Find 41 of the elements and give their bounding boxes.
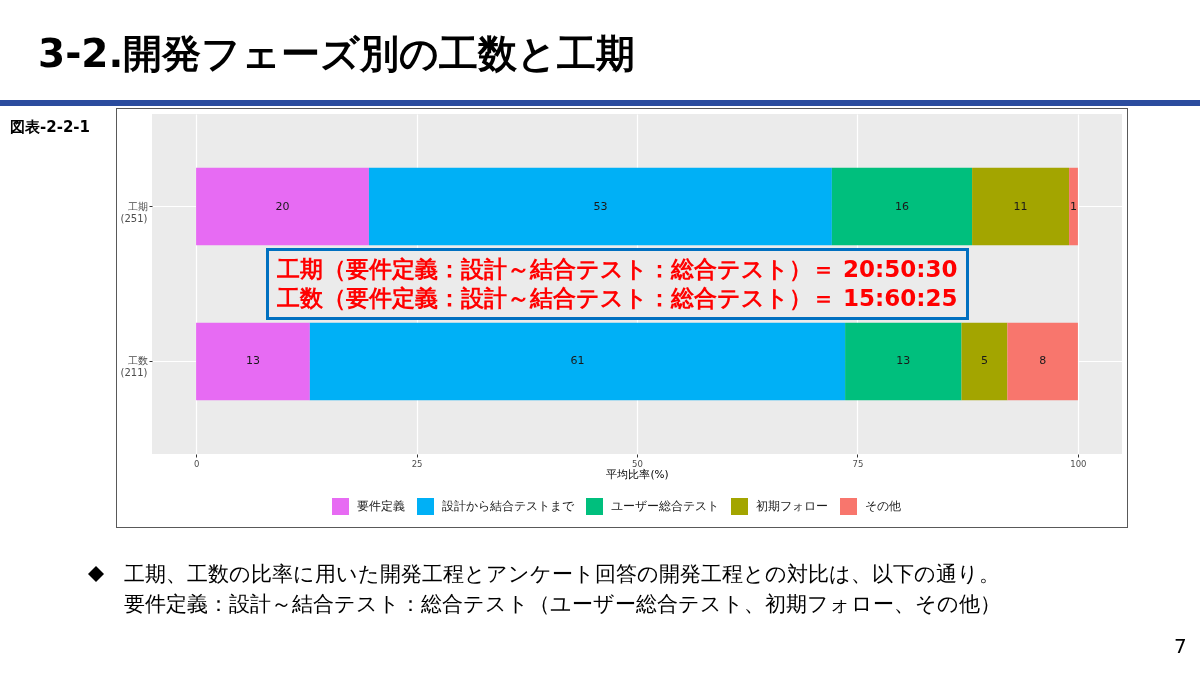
bar [1069, 167, 1078, 246]
legend-label: ユーザー総合テスト [611, 498, 719, 513]
text: 工期、工数の比率に用いた開発工程とアンケート回答の開発工程との対比は、以下の通り。 [124, 561, 1000, 587]
data-label: 8 [1039, 354, 1047, 368]
chart-title: 3-2.開発フェーズ別の工数と工期 [38, 30, 636, 78]
bar [845, 322, 962, 401]
x-tick-label: 0 [193, 458, 200, 469]
bar [972, 167, 1070, 246]
x-axis-title: 平均比率(%) [606, 468, 669, 480]
x-tick-label: 75 [852, 458, 864, 469]
x-tick-label: 25 [411, 458, 423, 469]
x-tick-label: 50 [632, 458, 643, 469]
bar [196, 167, 369, 246]
bar [831, 167, 973, 246]
data-label: 20 [275, 199, 290, 213]
legend-label: 要件定義 [357, 498, 405, 513]
legend-label: その他 [865, 498, 901, 513]
chart-subtitle: 図表-2-2-1 [10, 117, 90, 137]
legend-label: 初期フォロー [756, 498, 828, 513]
bar [196, 322, 310, 401]
x-tick-label: 100 [1070, 458, 1087, 469]
annotation: 工数（要件定義：設計～結合テスト：総合テスト）＝ 15:60:25 [277, 284, 958, 313]
bar [1007, 322, 1078, 401]
data-label: 11 [1013, 199, 1028, 213]
annotation: 工期（要件定義：設計～結合テスト：総合テスト）＝ 20:50:30 [277, 255, 958, 284]
text: 要件定義：設計～結合テスト：総合テスト（ユーザー総合テスト、初期フォロー、その他） [124, 591, 1001, 617]
text: 7 [1174, 633, 1187, 659]
data-label: 53 [593, 199, 608, 213]
y-tick-label: 工期 (251) [120, 200, 148, 224]
data-label: 1 [1070, 199, 1077, 213]
callout-box: 工期（要件定義：設計～結合テスト：総合テスト）＝ 20:50:30 工数（要件定義：設計～結合テスト：総合テスト）＝ 15:60:25 [266, 248, 970, 320]
bar [309, 322, 846, 401]
y-tick-label: 工数 (211) [120, 355, 148, 379]
data-label: 13 [245, 354, 260, 368]
legend-label: 設計から結合テストまで [442, 498, 575, 513]
bar [961, 322, 1008, 401]
data-label: 13 [896, 354, 911, 368]
bar [368, 167, 832, 246]
data-label: 16 [894, 199, 909, 213]
data-label: 61 [570, 354, 585, 368]
data-label: 5 [980, 354, 988, 368]
